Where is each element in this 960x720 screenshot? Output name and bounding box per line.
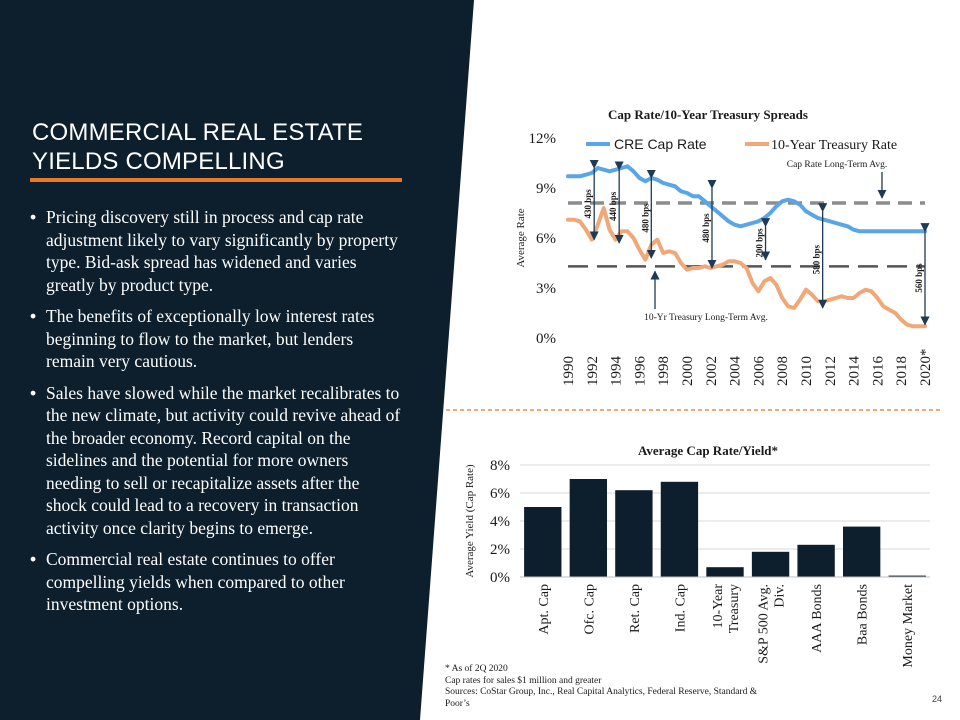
line-chart-x-tick-label: 2000: [680, 356, 696, 386]
line-chart-x-tick-label: 2018: [894, 356, 910, 386]
spread-label: 200 bps: [755, 228, 765, 258]
bar: [888, 575, 926, 577]
spread-label: 480 bps: [640, 203, 650, 233]
bar: [615, 490, 653, 577]
spread-label: 580 bps: [812, 245, 822, 275]
legend-label-treasury: 10-Year Treasury Rate: [771, 138, 897, 153]
bar: [706, 567, 744, 577]
bar-chart-y-tick-label: 6%: [490, 486, 510, 502]
bar: [842, 526, 881, 577]
spread-line-chart: Cap Rate/10-Year Treasury Spreads Average…: [515, 107, 934, 386]
line-chart-x-tick-label: 2004: [728, 356, 744, 387]
bar: [797, 544, 835, 577]
bar-category-label: Apt. Cap: [537, 584, 552, 635]
treasury-rate-line: [566, 206, 927, 329]
line-chart-x-tick-label: 1996: [632, 356, 648, 387]
line-chart-x-tick-label: 1990: [561, 356, 577, 386]
bar-category-label: Ret. Cap: [628, 584, 643, 633]
bar-category-label: Div.: [773, 584, 788, 608]
spread-label: 560 bps: [914, 263, 924, 293]
bullet-item: Pricing discovery still in process and c…: [30, 206, 402, 296]
cap-rate-avg-annotation: Cap Rate Long-Term Avg.: [787, 160, 887, 170]
bar: [524, 507, 562, 577]
footnote-line: Cap rates for sales $1 million and great…: [445, 675, 602, 686]
footnote-line: * As of 2Q 2020: [445, 664, 508, 674]
line-chart-y-tick-label: 12%: [529, 131, 557, 147]
footnote-line: Sources: CoStar Group, Inc., Real Capita…: [445, 687, 758, 697]
line-chart-y-axis-label: Average Rate: [515, 208, 527, 267]
bar-chart-y-tick-label: 0%: [490, 570, 510, 586]
slide-title-line-1: COMMERCIAL REAL ESTATE: [32, 119, 364, 146]
line-chart-x-tick-label: 1994: [609, 356, 625, 387]
bar-chart-y-tick-label: 2%: [490, 542, 510, 558]
bullet-list: Pricing discovery still in process and c…: [30, 206, 402, 625]
line-chart-title: Cap Rate/10-Year Treasury Spreads: [608, 107, 808, 122]
bar-chart-y-axis-label: Average Yield (Cap Rate): [464, 464, 476, 578]
cre-cap-rate-line: [566, 164, 927, 234]
line-chart-y-tick-label: 0%: [536, 331, 556, 347]
bar-category-label: Treasury: [727, 584, 742, 633]
page-number: 24: [932, 694, 943, 704]
line-chart-y-tick-label: 9%: [536, 181, 556, 197]
line-chart-x-tick-label: 2020*: [918, 349, 934, 387]
line-chart-y-tick-label: 3%: [536, 281, 556, 297]
legend-label-cre: CRE Cap Rate: [614, 136, 707, 152]
slide-title: COMMERCIAL REAL ESTATE YIELDS COMPELLING: [32, 118, 412, 176]
spread-label: 440 bps: [608, 191, 618, 221]
bar-category-label: 10-Year: [711, 584, 726, 629]
bar-chart-y-tick-label: 8%: [490, 458, 510, 474]
bar-category-label: Ofc. Cap: [582, 584, 597, 635]
slide-title-line-2: YIELDS COMPELLING: [32, 148, 285, 175]
line-chart-x-tick-label: 2014: [847, 356, 863, 387]
bullet-item: Commercial real estate continues to offe…: [30, 548, 402, 616]
bar-category-label: S&P 500 Avg.: [757, 584, 772, 664]
line-chart-x-tick-label: 2002: [704, 356, 720, 386]
line-chart-x-tick-label: 1992: [585, 356, 601, 386]
bar-category-label: Money Market: [901, 584, 916, 668]
bar: [569, 479, 608, 577]
bar-chart-y-tick-label: 4%: [490, 514, 510, 530]
line-chart-x-tick-label: 2012: [823, 356, 839, 386]
bullet-item: The benefits of exceptionally low intere…: [30, 305, 402, 373]
bar: [660, 481, 699, 577]
bar: [751, 551, 790, 577]
cap-rate-bar-chart: Average Cap Rate/Yield* Average Yield (Ca…: [464, 443, 930, 668]
title-underline: [30, 178, 402, 182]
line-chart-x-tick-label: 1998: [656, 356, 672, 386]
footnote-line: Poor’s: [445, 698, 470, 709]
line-chart-x-tick-label: 2016: [870, 356, 886, 387]
line-chart-x-tick-label: 2008: [775, 356, 791, 386]
line-chart-x-tick-label: 2010: [799, 356, 815, 386]
spread-label: 480 bps: [701, 213, 711, 243]
bar-chart-title: Average Cap Rate/Yield*: [638, 443, 778, 458]
treasury-avg-annotation: 10-Yr Treasury Long-Term Avg.: [644, 313, 768, 323]
bullet-item: Sales have slowed while the market recal…: [30, 382, 402, 540]
bar-category-label: Ind. Cap: [673, 584, 688, 632]
line-chart-y-tick-label: 6%: [536, 231, 556, 247]
bar-category-label: AAA Bonds: [810, 584, 825, 653]
footnote: * As of 2Q 2020 Cap rates for sales $1 m…: [445, 664, 780, 710]
bar-category-label: Baa Bonds: [856, 584, 871, 645]
line-chart-x-tick-label: 2006: [751, 356, 767, 387]
spread-label: 430 bps: [583, 189, 593, 219]
